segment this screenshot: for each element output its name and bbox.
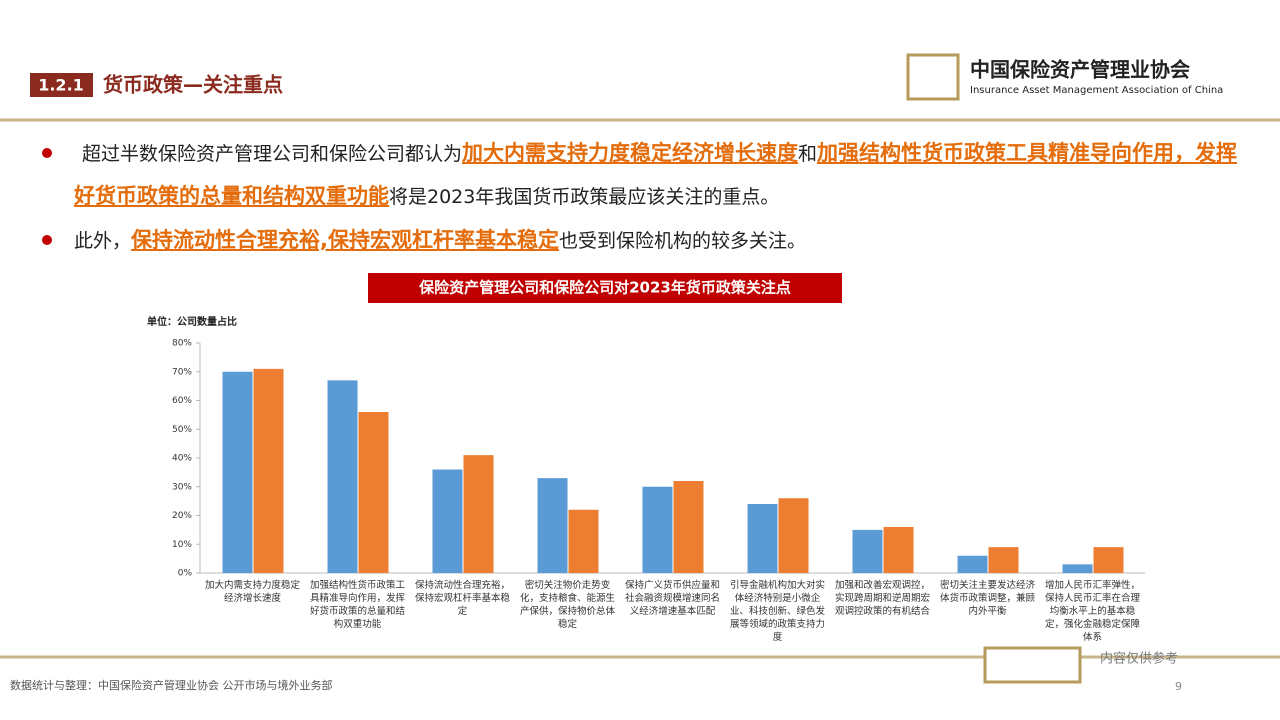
x-tick-label: 增加人民币汇率弹性，保持人民币汇率在合理均衡水平上的基本稳定，强化金融稳定保障体… (1044, 580, 1140, 643)
y-tick-label: 20% (172, 511, 192, 521)
bar (852, 529, 883, 573)
y-tick-label: 10% (172, 540, 192, 550)
bar (222, 371, 253, 573)
section-number: 1.2.1 (38, 76, 84, 95)
bar (642, 486, 673, 573)
y-tick-label: 30% (172, 482, 192, 492)
bar (1093, 547, 1124, 573)
footer-source: 数据统计与整理：中国保险资产管理业协会 公开市场与境外业务部 (10, 678, 333, 692)
page-number: 9 (1175, 680, 1182, 693)
bullet-text: 超过半数保险资产管理公司和保险公司都认为加大内需支持力度稳定经济增长速度和加强结… (74, 132, 1244, 218)
bar (327, 380, 358, 573)
x-tick-label: 密切关注物价走势变化，支持粮食、能源生产保供，保持物价总体稳定 (519, 580, 615, 630)
highlight-text: 加大内需支持力度稳定经济增长速度 (462, 141, 799, 165)
x-tick-label: 保持广义货币供应量和社会融资规模增速同名义经济增速基本匹配 (624, 580, 720, 617)
text: 超过半数保险资产管理公司和保险公司都认为 (82, 143, 463, 165)
chart-title-box (368, 273, 842, 303)
bar (883, 527, 914, 573)
bar (1062, 564, 1093, 573)
y-tick-label: 60% (172, 396, 192, 406)
x-tick-label: 加强和改善宏观调控，实现跨周期和逆周期宏观调控政策的有机结合 (834, 580, 930, 617)
x-tick-label: 引导金融机构加大对实体经济特别是小微企业、科技创新、绿色发展等领域的政策支持力度 (729, 580, 825, 643)
bar (673, 481, 704, 573)
text: 将是2023年我国货币政策最应该关注的重点。 (389, 186, 780, 208)
bullet-dot (42, 235, 52, 245)
slide-title: 货币政策—关注重点 (103, 73, 283, 97)
x-tick-label: 加大内需支持力度稳定经济增长速度 (204, 580, 300, 604)
bar (778, 498, 809, 573)
y-tick-label: 40% (172, 454, 192, 464)
bar (358, 412, 389, 573)
y-tick-label: 80% (172, 339, 192, 349)
bar (537, 478, 568, 573)
bar (988, 547, 1019, 573)
text: 和 (798, 143, 818, 165)
bar (463, 455, 494, 573)
logo-cn: 中国保险资产管理业协会 (970, 58, 1190, 82)
y-tick-label: 70% (172, 367, 192, 377)
highlight-text: 保持流动性合理充裕,保持宏观杠杆率基本稳定 (131, 228, 559, 252)
bar (747, 504, 778, 573)
x-tick-label: 密切关注主要发达经济体货币政策调整，兼顾内外平衡 (939, 580, 1035, 617)
section-box (30, 73, 93, 97)
bar (957, 555, 988, 573)
text: 此外， (74, 230, 132, 252)
bar (253, 368, 284, 573)
logo-en: Insurance Asset Management Association o… (970, 85, 1223, 96)
logo-mark (906, 53, 960, 101)
text: 也受到保险机构的较多关注。 (559, 230, 807, 252)
bar (432, 469, 463, 573)
y-tick-label: 0% (178, 569, 193, 579)
x-tick-label: 保持流动性合理充裕，保持宏观杠杆率基本稳定 (414, 580, 510, 617)
unit-label: 单位：公司数量占比 (147, 315, 237, 328)
footer-logo (983, 646, 1082, 684)
bullet-text: 此外，保持流动性合理充裕,保持宏观杠杆率基本稳定也受到保险机构的较多关注。 (74, 219, 1244, 262)
y-tick-label: 50% (172, 425, 192, 435)
bar (568, 509, 599, 573)
chart-title: 保险资产管理公司和保险公司对2023年货币政策关注点 (418, 279, 791, 297)
highlight-text: 加强结构性货币政策工具精准导向作用，发挥好货币政策的总量和结构双重功能 (74, 141, 1238, 208)
x-tick-label: 加强结构性货币政策工具精准导向作用，发挥好货币政策的总量和结构双重功能 (309, 580, 405, 630)
bullet-dot (42, 148, 52, 158)
footer-note: 内容仅供参考 (1100, 651, 1178, 667)
